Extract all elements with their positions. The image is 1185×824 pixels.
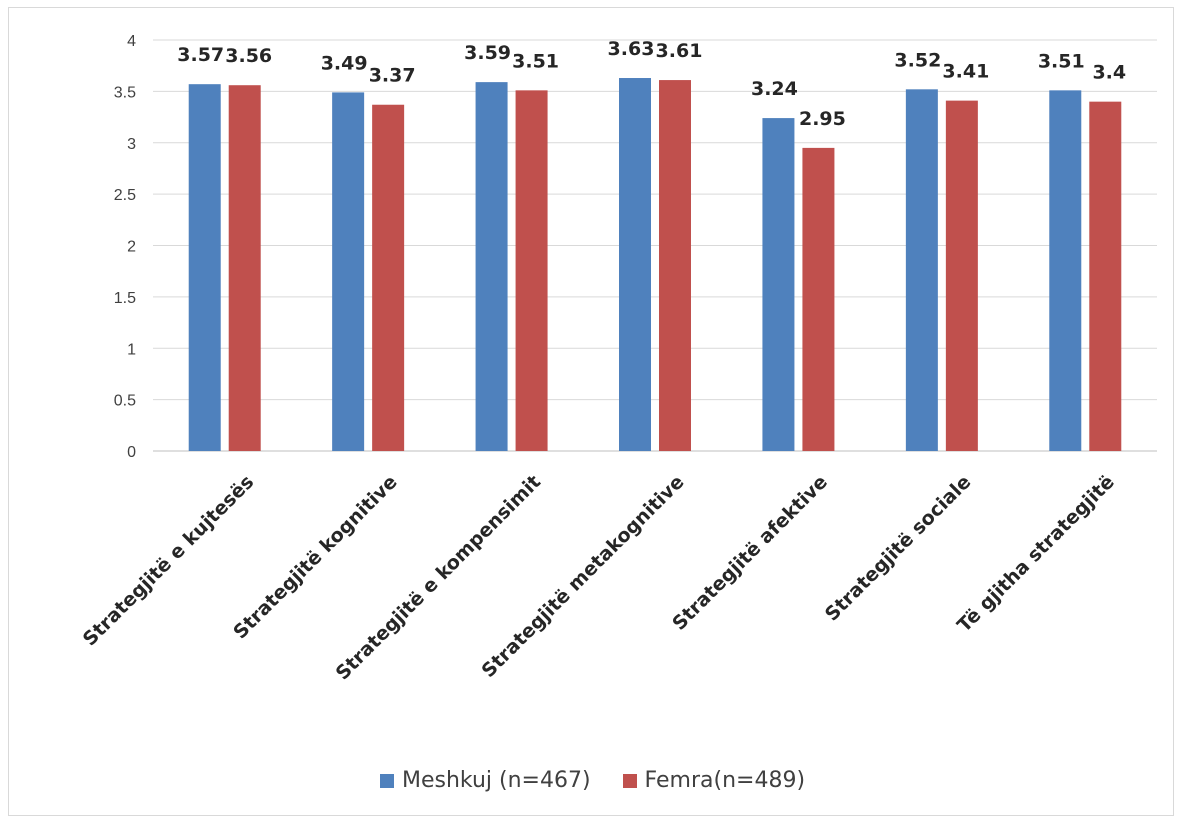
legend-item-femra: Femra(n=489): [622, 768, 806, 793]
bar-femra: [659, 80, 691, 451]
bar-femra: [515, 90, 548, 451]
data-label: 3.52: [894, 49, 941, 71]
legend-item-meshkuj: Meshkuj (n=467): [379, 768, 591, 793]
legend-label-meshkuj: Meshkuj (n=467): [401, 768, 591, 793]
data-label: 3.59: [464, 42, 511, 64]
x-tick-label-strategjitë-e-kujtesës: Strategjitë e kujtesës: [79, 471, 258, 650]
y-tick-label: 2.5: [114, 187, 136, 204]
bar-meshkuj: [188, 84, 221, 452]
legend-swatch-femra: [622, 773, 637, 788]
bar-femra: [945, 100, 978, 451]
data-label: 3.41: [942, 61, 989, 83]
x-tick-label-strategjitë-afektive: Strategjitë afektive: [668, 471, 832, 635]
data-label: 3.56: [225, 45, 272, 67]
data-label: 2.95: [799, 108, 846, 130]
y-tick-label: 0.5: [114, 393, 136, 410]
bar-femra: [372, 104, 405, 452]
bar-meshkuj: [762, 118, 795, 451]
bar-meshkuj: [475, 82, 508, 451]
bar-femra: [802, 147, 835, 451]
bar-meshkuj: [619, 78, 651, 451]
legend-label-femra: Femra(n=489): [644, 768, 806, 793]
bar-meshkuj: [1049, 90, 1082, 451]
x-tick-label-të-gjitha-strategjitë: Të gjitha strategjitë: [953, 471, 1119, 637]
data-label: 3.51: [1038, 50, 1085, 72]
y-axis: 0 0.5 1 1.5 2 2.5 3 3.5 4: [114, 33, 136, 461]
bar-meshkuj: [905, 89, 938, 451]
data-labels: 3.57 3.56 3.493.373.59 3.513.63 3.613.242.95…: [177, 38, 1126, 130]
y-tick-label: 1: [127, 341, 136, 358]
data-label: 3.63: [608, 38, 655, 60]
bar-femra: [228, 85, 261, 452]
data-label: 3.51: [512, 50, 559, 72]
legend: Meshkuj (n=467) Femra(n=489): [0, 768, 1185, 793]
x-tick-label-strategjitë-sociale: Strategjitë sociale: [821, 471, 976, 626]
data-label: 3.37: [369, 65, 416, 87]
legend-swatch-meshkuj: [379, 773, 394, 788]
data-label: 3.49: [321, 52, 368, 74]
data-label: 3.57: [177, 44, 224, 66]
y-tick-label: 4: [127, 33, 136, 50]
data-label: 3.24: [751, 78, 798, 100]
y-tick-label: 1.5: [114, 290, 136, 307]
gridlines: [153, 39, 1157, 452]
y-tick-label: 3: [127, 136, 136, 153]
y-tick-label: 2: [127, 239, 136, 256]
y-tick-label: 0: [127, 444, 136, 461]
bars: [188, 78, 1122, 452]
y-tick-label: 3.5: [114, 84, 136, 101]
bar-meshkuj: [332, 92, 365, 451]
bar-femra: [1089, 101, 1122, 452]
x-tick-label-strategjitë-kognitive: Strategjitë kognitive: [229, 471, 401, 643]
data-label: 3.61: [656, 40, 703, 62]
data-label: 3.4: [1092, 62, 1126, 84]
